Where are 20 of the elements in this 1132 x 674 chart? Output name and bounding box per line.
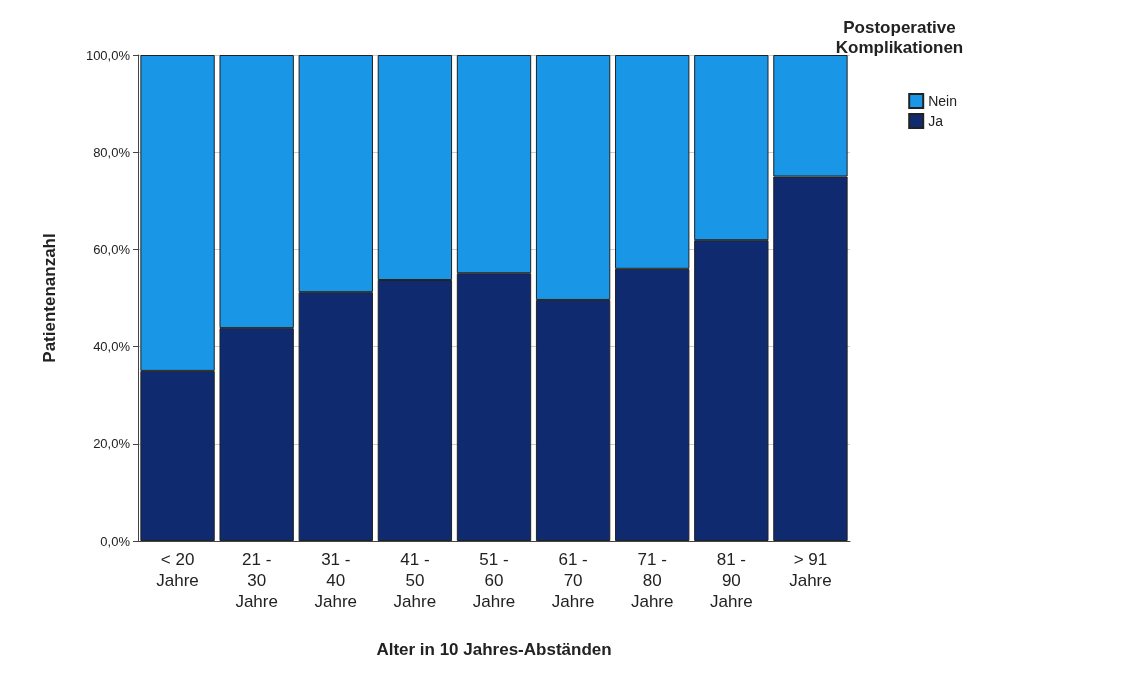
x-tick-label: 21 - 30 Jahre	[235, 550, 278, 611]
x-tick-label: 81 - 90 Jahre	[710, 550, 753, 611]
legend-title: Postoperative Komplikationen	[835, 17, 964, 57]
y-tick-label: 80,0%	[93, 144, 131, 160]
y-axis-title: Patientenanzahl	[40, 233, 59, 363]
x-tick-label: 51 - 60 Jahre	[472, 550, 516, 611]
y-tick-label: 40,0%	[93, 339, 131, 355]
x-tick-label: < 20 Jahre	[156, 550, 199, 590]
x-tick-label: 61 - 70 Jahre	[551, 550, 595, 611]
x-axis-title: Alter in 10 Jahres-Abständen	[376, 640, 612, 659]
x-tick-label: 31 - 40 Jahre	[314, 550, 358, 611]
y-tick-label: 0,0%	[100, 533, 131, 549]
y-tick-label: 20,0%	[93, 436, 131, 452]
legend-label: Nein	[928, 93, 957, 109]
y-tick-label: 100,0%	[85, 47, 131, 63]
x-tick-label: 41 - 50 Jahre	[393, 550, 437, 611]
x-tick-label: > 91 Jahre	[789, 550, 832, 590]
x-tick-label: 71 - 80 Jahre	[630, 550, 674, 611]
y-tick-label: 60,0%	[93, 241, 131, 257]
legend-label: Ja	[928, 113, 944, 129]
